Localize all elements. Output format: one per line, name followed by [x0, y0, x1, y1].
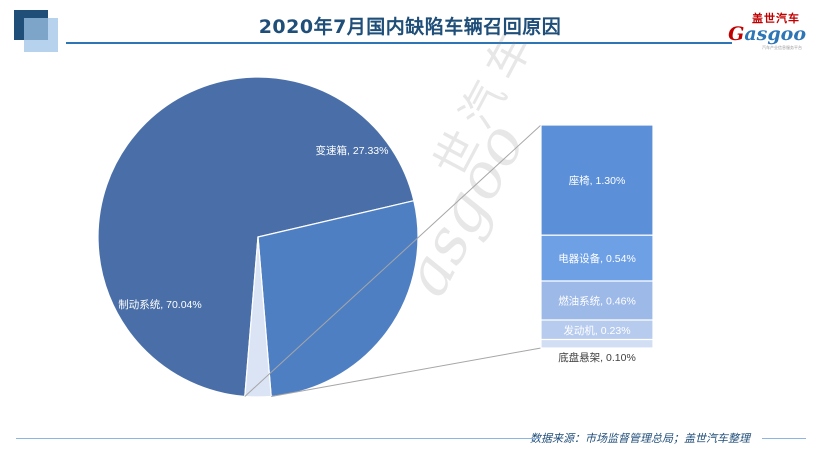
source-note: 数据来源：市场监督管理总局；盖世汽车整理	[530, 432, 750, 445]
footer-rule-right	[762, 438, 806, 439]
logo-cn-text: 盖世汽车	[752, 12, 800, 25]
corner-decoration-light	[24, 18, 58, 52]
pie-group: 制动系统, 70.04% 变速箱, 27.33%	[97, 76, 419, 398]
pie-label-1: 变速箱, 27.33%	[316, 144, 389, 157]
title-underline	[66, 42, 732, 44]
logo-subtitle: 汽车产业信息服务平台	[762, 45, 802, 50]
bar-label-3: 发动机, 0.23%	[563, 324, 630, 337]
bar-label-0: 座椅, 1.30%	[569, 174, 626, 187]
gasgoo-logo: 盖世汽车 Gasgoo 汽车产业信息服务平台	[720, 10, 806, 50]
bar-label-1: 电器设备, 0.54%	[558, 252, 636, 265]
pie-label-0: 制动系统, 70.04%	[118, 298, 201, 311]
bar-segment-4	[540, 338, 654, 349]
bar-label-4: 底盘悬架, 0.10%	[558, 351, 636, 364]
bar-segment-0	[540, 124, 654, 236]
connector-line-top	[244, 124, 542, 397]
footer-rule-left	[16, 438, 540, 439]
bar-label-2: 燃油系统, 0.46%	[558, 295, 636, 308]
connector-lines	[244, 124, 542, 397]
pie-slice-0	[97, 76, 415, 398]
stacked-bar-group: 座椅, 1.30% 电器设备, 0.54% 燃油系统, 0.46% 发动机, 0.23…	[540, 124, 654, 364]
connector-line-bottom	[271, 347, 542, 397]
logo-en-text: Gasgoo	[728, 23, 806, 45]
chart-title: 2020年7月国内缺陷车辆召回原因	[258, 16, 562, 38]
